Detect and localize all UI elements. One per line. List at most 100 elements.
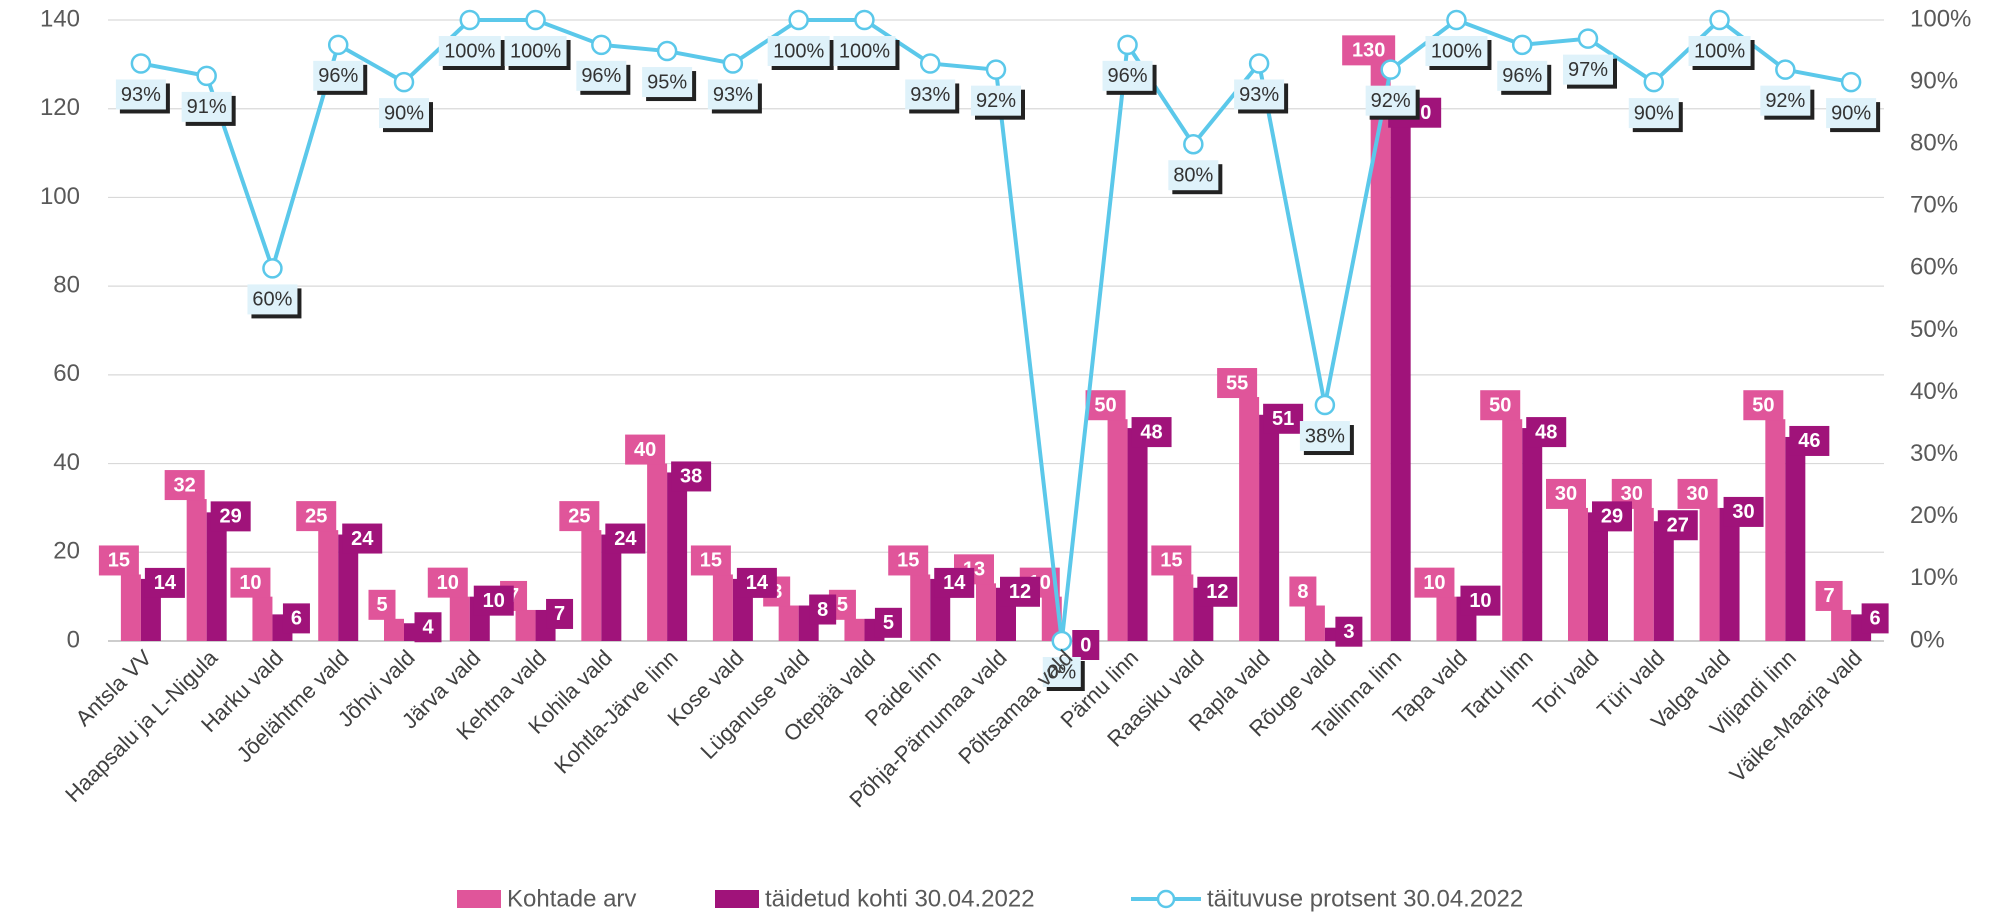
bar-value-label: 7 (1824, 585, 1835, 607)
bar-value-label: 130 (1352, 40, 1385, 62)
line-point (1842, 73, 1860, 91)
bar (1522, 428, 1542, 641)
percent-label: 96% (318, 65, 358, 87)
bar (1720, 508, 1740, 641)
y-tick-label: 100 (40, 183, 80, 210)
bar (667, 472, 687, 641)
percent-label: 96% (581, 65, 621, 87)
bar-value-label: 10 (1469, 590, 1491, 612)
bar (1239, 397, 1259, 641)
percent-label: 38% (1305, 425, 1345, 447)
y2-tick-label: 30% (1910, 440, 1958, 467)
line-point (1382, 61, 1400, 79)
line-point (658, 42, 676, 60)
bar (976, 583, 996, 641)
y-tick-label: 60 (53, 360, 80, 387)
line-point (790, 11, 808, 29)
percent-label: 90% (1831, 102, 1871, 124)
bar (516, 610, 536, 641)
bar-value-label: 12 (1009, 581, 1031, 603)
bar-value-label: 29 (1601, 506, 1623, 528)
bar (1259, 415, 1279, 641)
bar (910, 574, 930, 641)
legend-label: täituvuse protsent 30.04.2022 (1207, 885, 1523, 912)
bar (647, 464, 667, 641)
legend-label: täidetud kohti 30.04.2022 (765, 885, 1035, 912)
line-point (1250, 54, 1268, 72)
line-point (461, 11, 479, 29)
line-point (395, 73, 413, 91)
bar-value-label: 5 (837, 594, 848, 616)
y2-tick-label: 10% (1910, 564, 1958, 591)
bar-value-label: 6 (1870, 608, 1881, 630)
y2-tick-label: 70% (1910, 192, 1958, 219)
line-point (1711, 11, 1729, 29)
y-tick-label: 20 (53, 538, 80, 565)
y-tick-label: 40 (53, 449, 80, 476)
line-point (921, 54, 939, 72)
line-point (987, 61, 1005, 79)
percent-label: 100% (773, 40, 824, 62)
bar-value-label: 48 (1535, 421, 1557, 443)
bar (1391, 109, 1411, 641)
bar-value-label: 30 (1686, 483, 1708, 505)
bar (1108, 419, 1128, 641)
line-point (592, 36, 610, 54)
legend-swatch (457, 890, 501, 908)
bar-value-label: 12 (1206, 581, 1228, 603)
y2-tick-label: 50% (1910, 316, 1958, 343)
bar-value-label: 51 (1272, 408, 1294, 430)
percent-label: 93% (713, 84, 753, 106)
percent-label: 93% (910, 84, 950, 106)
bar-value-label: 14 (746, 572, 769, 594)
bar-value-label: 29 (220, 506, 242, 528)
bar (450, 597, 470, 641)
bar (779, 606, 799, 641)
line-point (1513, 36, 1531, 54)
bar-value-label: 15 (108, 550, 130, 572)
bar (581, 530, 601, 641)
bar (1436, 597, 1456, 641)
bar-value-label: 40 (634, 439, 656, 461)
y2-tick-label: 100% (1910, 5, 1971, 32)
legend-marker (1158, 891, 1174, 907)
bar-value-label: 27 (1667, 515, 1689, 537)
bar-value-label: 4 (422, 617, 434, 639)
percent-label: 90% (384, 102, 424, 124)
bar-value-label: 8 (817, 599, 828, 621)
line-point (132, 54, 150, 72)
line-point (855, 11, 873, 29)
bar-value-label: 50 (1489, 394, 1511, 416)
bar-value-label: 5 (376, 594, 387, 616)
bar-value-label: 8 (1297, 581, 1308, 603)
bar (187, 499, 207, 641)
y2-tick-label: 60% (1910, 254, 1958, 281)
bar-value-label: 25 (568, 505, 590, 527)
bar (384, 619, 404, 641)
bar (844, 619, 864, 641)
y2-tick-label: 0% (1910, 626, 1945, 653)
line-point (1579, 30, 1597, 48)
bar-value-label: 15 (700, 550, 722, 572)
bar (121, 574, 141, 641)
bar-value-label: 32 (174, 474, 196, 496)
line-point (527, 11, 545, 29)
percent-label: 100% (1431, 40, 1482, 62)
line-point (1776, 61, 1794, 79)
line-point (1645, 73, 1663, 91)
bar-value-label: 30 (1555, 483, 1577, 505)
y-tick-label: 0 (67, 626, 80, 653)
bar (1588, 512, 1608, 641)
bar-value-label: 38 (680, 466, 702, 488)
bar-value-label: 7 (554, 603, 565, 625)
percent-label: 96% (1502, 65, 1542, 87)
bar-value-label: 14 (154, 572, 177, 594)
bar-value-label: 50 (1752, 394, 1774, 416)
bar-value-label: 15 (1160, 550, 1182, 572)
bar (1173, 574, 1193, 641)
y-tick-label: 140 (40, 5, 80, 32)
line-point (329, 36, 347, 54)
percent-label: 100% (510, 40, 561, 62)
bar-value-label: 24 (351, 528, 374, 550)
percent-label: 93% (121, 84, 161, 106)
